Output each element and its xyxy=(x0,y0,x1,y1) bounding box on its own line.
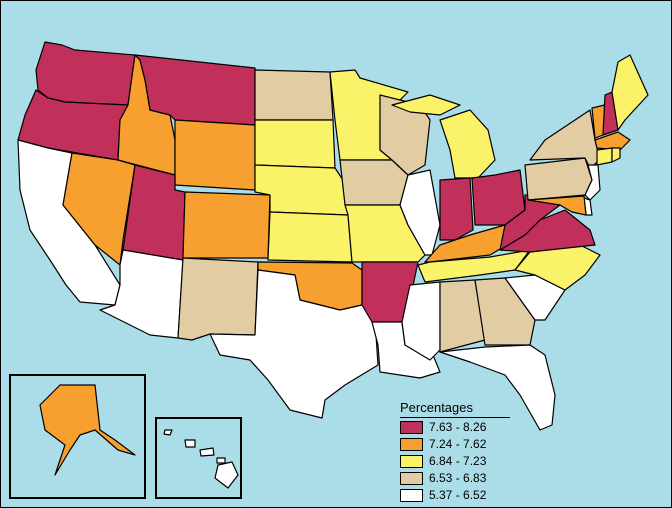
state-in xyxy=(439,177,474,241)
legend-label-2: 7.24 - 7.62 xyxy=(429,437,487,451)
state-ny xyxy=(529,109,601,169)
state-wy xyxy=(174,119,256,191)
legend-label-3: 6.84 - 7.23 xyxy=(429,454,487,468)
legend-item-2: 7.24 - 7.62 xyxy=(400,436,520,452)
state-tn xyxy=(417,249,531,283)
state-wa xyxy=(35,41,136,106)
state-il xyxy=(399,169,441,256)
legend-label-4: 6.53 - 6.83 xyxy=(429,471,487,485)
state-hi-island xyxy=(199,447,215,457)
legend-swatch-5 xyxy=(400,488,423,502)
legend-swatch-3 xyxy=(400,454,423,468)
state-hi-island xyxy=(163,429,173,436)
legend-item-4: 6.53 - 6.83 xyxy=(400,470,520,486)
state-ga xyxy=(474,277,536,346)
legend: Percentages 7.63 - 8.26 7.24 - 7.62 6.84… xyxy=(400,400,520,503)
state-al xyxy=(439,279,486,353)
state-sc xyxy=(504,274,566,321)
state-ri xyxy=(611,147,621,163)
state-sd xyxy=(254,119,336,169)
state-hi-island xyxy=(214,461,239,489)
state-ak xyxy=(39,384,136,476)
state-mi xyxy=(391,94,496,179)
state-hi-island xyxy=(184,439,196,448)
legend-swatch-4 xyxy=(400,471,423,485)
legend-swatch-2 xyxy=(400,437,423,451)
state-hi xyxy=(163,429,239,489)
state-nd xyxy=(254,69,334,121)
legend-item-1: 7.63 - 8.26 xyxy=(400,419,520,435)
state-pa xyxy=(524,157,593,201)
state-hi-island xyxy=(216,457,226,464)
state-fl xyxy=(439,344,556,431)
state-md xyxy=(527,195,587,216)
legend-item-3: 6.84 - 7.23 xyxy=(400,453,520,469)
legend-swatch-1 xyxy=(400,420,423,434)
legend-label-1: 7.63 - 8.26 xyxy=(429,420,487,434)
state-ct xyxy=(596,147,613,166)
legend-item-5: 5.37 - 6.52 xyxy=(400,487,520,503)
state-ks xyxy=(267,211,353,263)
state-nv xyxy=(62,152,136,266)
state-ia xyxy=(339,159,409,206)
state-nm xyxy=(177,257,259,341)
legend-label-5: 5.37 - 6.52 xyxy=(429,488,487,502)
state-ma xyxy=(594,131,631,151)
state-tx xyxy=(209,269,379,419)
state-me xyxy=(611,54,649,131)
state-co xyxy=(182,191,271,259)
legend-title: Percentages xyxy=(400,400,510,418)
